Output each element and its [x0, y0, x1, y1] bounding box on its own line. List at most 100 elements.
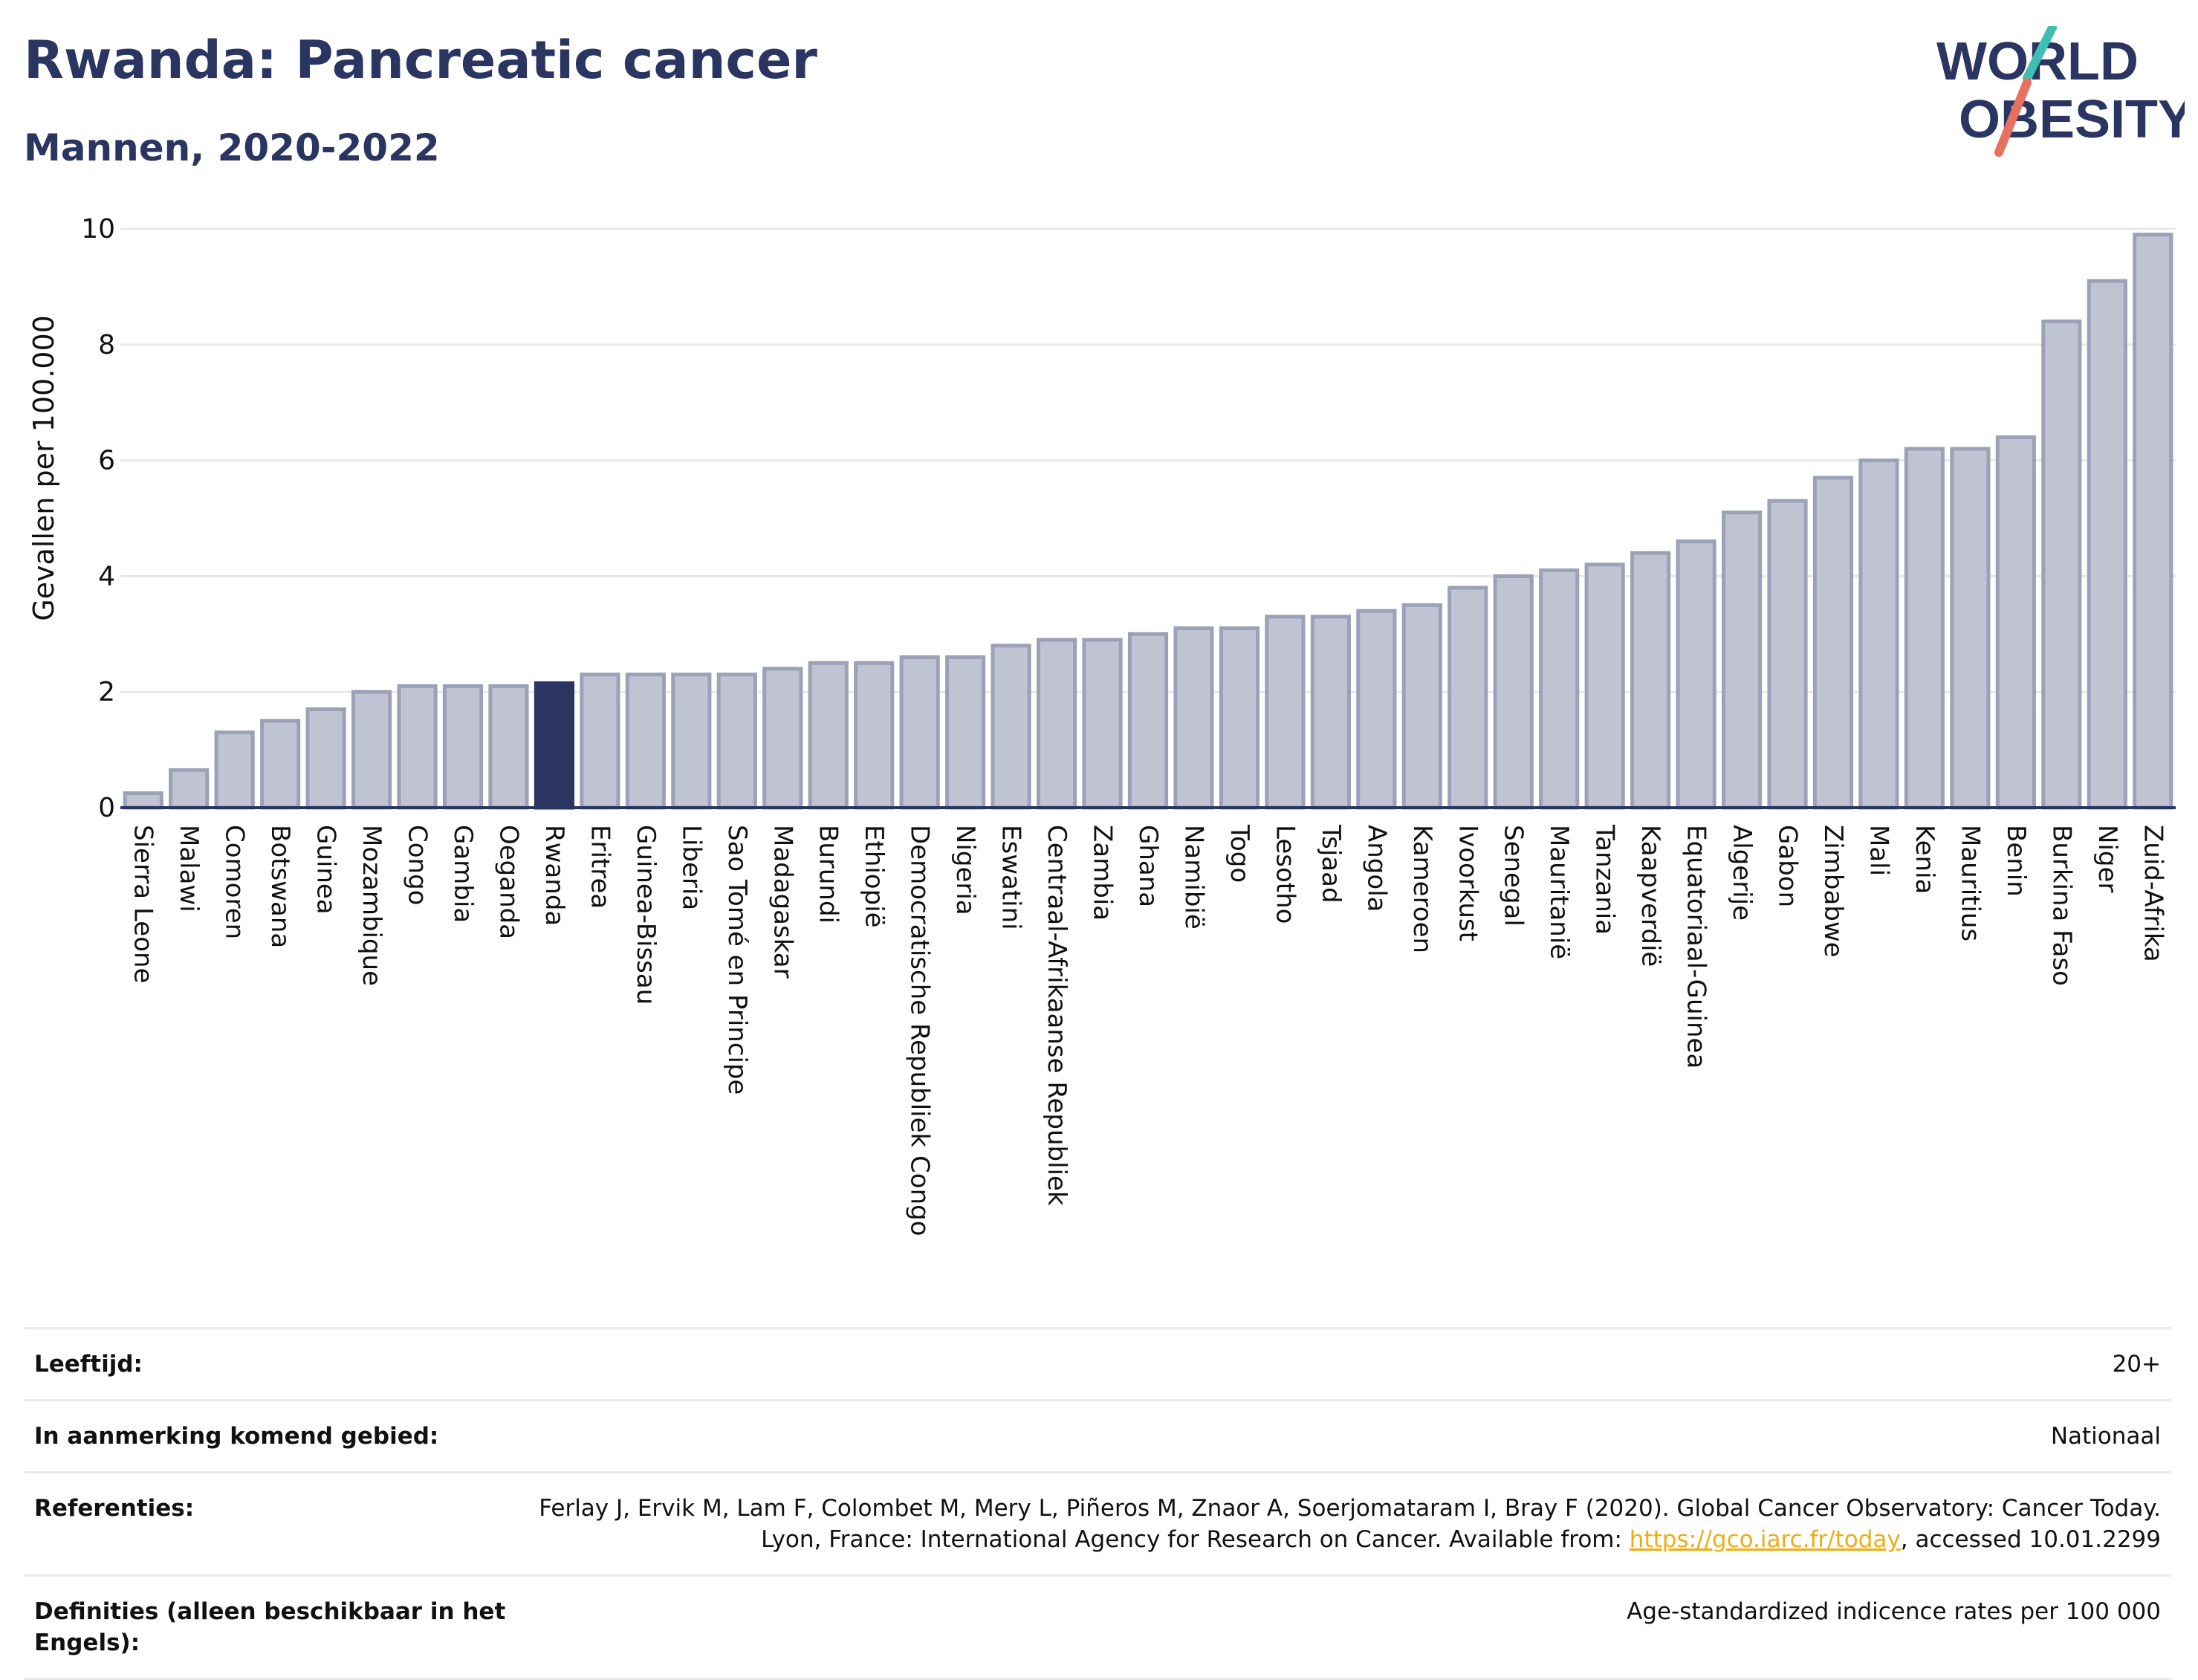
- y-tick-label: 0: [98, 793, 115, 823]
- x-tick-label: Botswana: [265, 825, 295, 948]
- bar-16: [854, 661, 895, 810]
- bar-6: [397, 684, 438, 810]
- bar-5: [351, 690, 392, 810]
- x-tick-label: Equatoriaal-Guinea: [1682, 825, 1711, 1068]
- bar-9: [534, 681, 575, 810]
- definitions-value: Age-standardized indicence rates per 100…: [1627, 1598, 2161, 1625]
- bar-36: [1767, 499, 1808, 810]
- bar-41: [1995, 435, 2036, 810]
- bar-26: [1310, 614, 1351, 810]
- meta-row-references: Referenties: Ferlay J, Ervik M, Lam F, C…: [24, 1471, 2171, 1574]
- bar-23: [1173, 626, 1214, 810]
- x-tick-label: Ivoorkust: [1453, 825, 1482, 941]
- bar-2: [214, 730, 255, 810]
- x-tick-label: Nigeria: [950, 825, 980, 915]
- age-value: 20+: [2112, 1351, 2161, 1378]
- x-tick-label: Zimbabwe: [1818, 825, 1848, 958]
- bar-25: [1265, 614, 1306, 810]
- bar-28: [1401, 603, 1442, 810]
- x-tick-label: Guinea: [311, 825, 341, 915]
- x-tick-label: Ethiopië: [859, 825, 889, 928]
- references-text: Ferlay J, Ervik M, Lam F, Colombet M, Me…: [539, 1495, 2161, 1553]
- bar-34: [1676, 539, 1716, 810]
- bar-4: [305, 707, 346, 810]
- x-tick-label: Mozambique: [357, 825, 386, 986]
- y-tick-label: 6: [98, 446, 115, 476]
- references-link[interactable]: https://gco.iarc.fr/today: [1629, 1526, 1901, 1553]
- references-accessed: , accessed 10.01.2299: [1900, 1526, 2161, 1553]
- x-tick-label: Lesotho: [1270, 825, 1300, 924]
- x-tick-label: Gambia: [448, 825, 478, 923]
- x-tick-label: Kameroen: [1407, 825, 1437, 953]
- bar-32: [1584, 562, 1625, 810]
- bar-27: [1356, 609, 1397, 810]
- x-tick-label: Tanzania: [1590, 824, 1620, 935]
- x-tick-label: Mauritanië: [1544, 825, 1574, 959]
- area-label: In aanmerking komend gebied:: [34, 1423, 439, 1450]
- page-title: Rwanda: Pancreatic cancer: [24, 30, 817, 91]
- bar-15: [808, 661, 849, 810]
- bar-35: [1721, 510, 1763, 810]
- x-tick-label: Angola: [1361, 825, 1391, 912]
- x-tick-label: Guinea-Bissau: [631, 825, 661, 1005]
- logo-slash-red: [1994, 78, 2032, 157]
- bar-19: [991, 643, 1031, 810]
- bar-31: [1539, 568, 1580, 810]
- x-tick-label: Zuid-Afrika: [2138, 825, 2168, 962]
- logo-line-obesity: OBESITY: [1959, 90, 2185, 149]
- age-label: Leeftijd:: [34, 1351, 143, 1378]
- y-tick-label: 10: [81, 214, 115, 244]
- y-axis-title: Gevallen per 100.000: [27, 315, 60, 621]
- bar-7: [442, 684, 484, 810]
- x-tick-label: Benin: [2001, 825, 2031, 897]
- x-tick-label: Zambia: [1088, 825, 1118, 921]
- bar-33: [1630, 551, 1671, 810]
- x-tick-label: Burundi: [814, 825, 843, 924]
- world-obesity-logo: WORLD OBESITY: [1936, 26, 2185, 157]
- x-tick-label: Liberia: [676, 825, 706, 910]
- x-tick-label: Sao Tomé en Principe: [722, 825, 752, 1094]
- bar-20: [1036, 638, 1077, 810]
- bar-17: [899, 655, 940, 810]
- bar-21: [1082, 638, 1123, 810]
- x-tick-label: Comoren: [220, 825, 250, 939]
- definitions-label: Definities (alleen beschikbaar in het En…: [34, 1598, 506, 1656]
- x-tick-label: Burkina Faso: [2046, 825, 2076, 986]
- x-tick-label: Tsjaad: [1316, 824, 1346, 904]
- x-tick-label: Gabon: [1773, 825, 1803, 907]
- x-tick-label: Algerije: [1727, 825, 1757, 921]
- x-tick-label: Eswatini: [996, 825, 1026, 930]
- x-tick-label: Congo: [403, 825, 432, 905]
- x-tick-label: Mauritius: [1955, 825, 1985, 941]
- x-tick-label: Kaapverdië: [1635, 825, 1665, 967]
- bar-10: [580, 672, 620, 810]
- y-tick-label: 4: [98, 561, 115, 591]
- metadata-table: Leeftijd: 20+ In aanmerking komend gebie…: [24, 1327, 2171, 1680]
- references-label: Referenties:: [34, 1495, 195, 1522]
- bar-14: [762, 667, 803, 810]
- bar-40: [1950, 447, 1991, 810]
- x-tick-label: Madagaskar: [768, 825, 797, 979]
- x-tick-label: Democratische Republiek Congo: [905, 825, 935, 1236]
- bar-37: [1812, 476, 1854, 810]
- bar-3: [260, 719, 301, 810]
- bar-8: [488, 684, 529, 810]
- bar-24: [1219, 626, 1260, 810]
- meta-row-age: Leeftijd: 20+: [24, 1327, 2171, 1399]
- bar-44: [2133, 233, 2173, 810]
- logo-slash-teal: [2023, 26, 2057, 82]
- bar-29: [1447, 586, 1488, 810]
- x-tick-label: Centraal-Afrikaanse Republiek: [1042, 825, 1072, 1206]
- bar-0: [123, 791, 163, 810]
- bar-30: [1493, 574, 1534, 810]
- x-tick-label: Niger: [2092, 825, 2122, 892]
- bar-38: [1858, 458, 1899, 810]
- bar-1: [169, 768, 210, 810]
- references-value: Ferlay J, Ervik M, Lam F, Colombet M, Me…: [510, 1493, 2161, 1555]
- area-value: Nationaal: [2050, 1423, 2161, 1450]
- bar-22: [1127, 632, 1169, 810]
- x-tick-label: Namibië: [1179, 825, 1208, 930]
- bar-13: [716, 672, 757, 810]
- x-tick-label: Kenia: [1910, 825, 1939, 894]
- bar-12: [671, 672, 712, 810]
